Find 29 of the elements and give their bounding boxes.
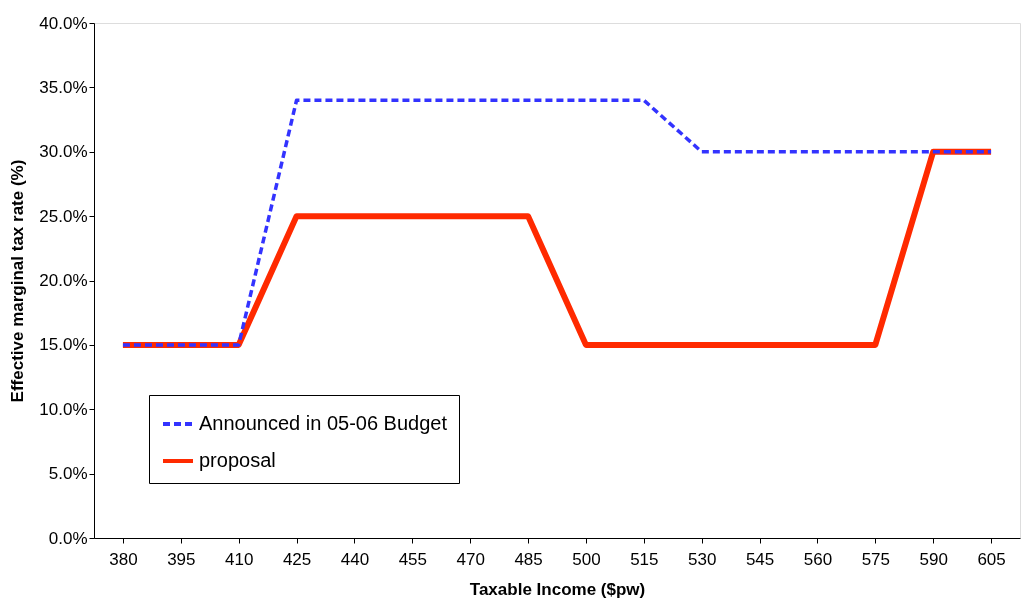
x-tick-label: 560	[803, 549, 833, 569]
y-tick-label: 40.0%	[39, 13, 88, 33]
x-tick-label: 395	[167, 549, 196, 569]
y-tick-label: 0.0%	[48, 528, 88, 548]
y-tick-label: 10.0%	[39, 399, 88, 419]
x-axis-title: Taxable Income ($pw)	[469, 579, 646, 599]
x-tick-label: 500	[572, 549, 601, 569]
x-tick-label: 605	[977, 549, 1006, 569]
y-tick-label: 20.0%	[39, 271, 88, 290]
x-tick-label: 575	[861, 549, 890, 569]
x-tick-label: 590	[919, 549, 948, 569]
x-tick-label: 515	[630, 549, 659, 569]
y-axis-title: Effective marginal tax rate (%)	[8, 159, 28, 403]
x-tick-label: 530	[688, 549, 717, 569]
legend-label: proposal	[199, 449, 276, 471]
y-tick-label: 5.0%	[48, 464, 88, 484]
x-tick-label: 455	[398, 549, 427, 569]
x-tick-label: 440	[340, 549, 370, 569]
x-tick-label: 380	[109, 549, 138, 569]
y-tick-label: 15.0%	[39, 335, 88, 355]
x-tick-label: 545	[745, 549, 775, 569]
y-tick-label: 35.0%	[39, 77, 88, 97]
legend-label: Announced in 05-06 Budget	[199, 412, 448, 434]
x-tick-label: 485	[514, 549, 543, 569]
y-tick-label: 25.0%	[39, 206, 88, 226]
x-tick-label: 470	[456, 549, 485, 569]
x-tick-label: 410	[225, 549, 254, 569]
x-tick-label: 425	[282, 549, 312, 569]
y-tick-label: 30.0%	[39, 142, 88, 162]
